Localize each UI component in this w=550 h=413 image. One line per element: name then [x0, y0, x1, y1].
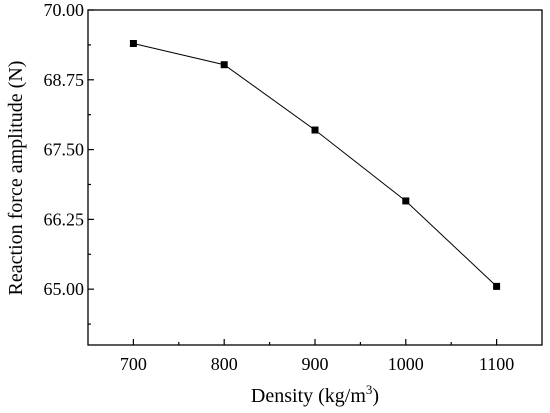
y-tick-label: 66.25: [44, 209, 85, 229]
y-tick-label: 68.75: [44, 70, 85, 90]
axis-ticks: [88, 9, 498, 345]
data-point: [402, 197, 410, 205]
y-tick-label: 65.00: [44, 279, 85, 299]
x-tick-label: 1000: [388, 354, 424, 374]
y-axis-label: Reaction force amplitude (N): [5, 61, 27, 296]
y-tick-label: 67.50: [44, 140, 85, 160]
tick-labels: 700 800 900 1000 1100 65.00 66.25 67.50 68.75 70.…: [44, 0, 515, 374]
x-tick-label: 900: [302, 354, 329, 374]
x-tick-label: 800: [211, 354, 238, 374]
data-point: [220, 61, 228, 69]
x-tick-label: 700: [120, 354, 147, 374]
plot-frame: [87, 9, 543, 346]
series-line: [133, 43, 497, 287]
data-point: [493, 282, 501, 290]
x-tick-label: 1100: [479, 354, 514, 374]
x-axis-label: Density (kg/m3): [251, 382, 379, 407]
data-markers: [129, 40, 501, 290]
y-tick-label: 70.00: [44, 0, 85, 20]
data-point: [129, 40, 137, 47]
data-point: [311, 126, 319, 134]
